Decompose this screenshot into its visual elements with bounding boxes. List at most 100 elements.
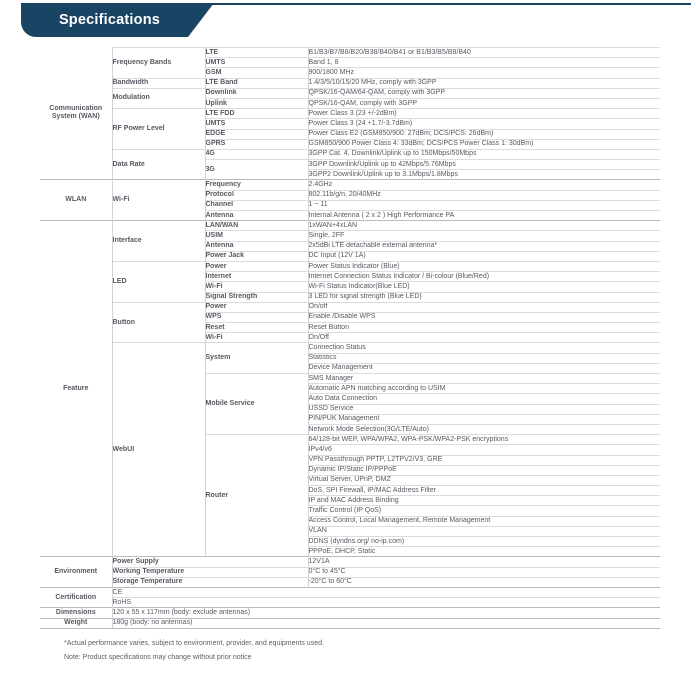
spec-value: -20°C to 60°C (307, 576, 660, 588)
block-label-modulation: Modulation (111, 87, 205, 109)
spec-key: USIM (204, 230, 308, 242)
spec-key: UMTS (204, 118, 308, 129)
spec-value: 0°C to 45°C (307, 566, 660, 578)
spec-value: 3 LED for signal strength (Blue LED) (307, 291, 660, 303)
group-label-wlan: WLAN (40, 179, 112, 221)
spec-key: 3G (204, 159, 308, 180)
spec-value: On/Off (307, 332, 660, 343)
spec-value: Power Class E2 (GSM850/900: 27dBm; DCS/P… (307, 128, 660, 140)
spec-key: Wi-Fi (204, 281, 308, 292)
spec-value: 180g (body: no antennas) (111, 617, 660, 629)
spec-key: Power Jack (204, 250, 308, 262)
spec-value: Device Management (307, 362, 660, 374)
spec-key: Signal Strength (204, 291, 308, 303)
block-label-button: Button (111, 301, 205, 343)
spec-key: GPRS (204, 138, 308, 150)
footnote-notice: Note: Product specifications may change … (64, 654, 252, 661)
spec-value: IP and MAC Address Binding (307, 495, 660, 506)
group-label-dimensions: Dimensions (40, 607, 112, 618)
spec-value: 3GPP2 Downlink/Uplink up to 3.1Mbps/1.8M… (307, 169, 660, 180)
spec-value: On/off (307, 301, 660, 313)
spec-value: Power Class 3 (23 +/-2dBm) (307, 108, 660, 119)
block-label-led: LED (111, 260, 205, 303)
block-label-data-rate: Data Rate (111, 148, 205, 180)
spec-value: B1/B3/B7/B8/B20/B38/B40/B41 or B1/B3/B5/… (307, 46, 660, 58)
spec-value: 2.4GHz (307, 179, 660, 191)
spec-key: Protocol (204, 189, 308, 201)
spec-value: Auto Data Connection (307, 393, 660, 405)
spec-key: Uplink (204, 97, 308, 109)
spec-value: Traffic Control (IP QoS) (307, 505, 660, 517)
footnote-performance: *Actual performance varies, subject to e… (64, 640, 324, 647)
spec-key: EDGE (204, 128, 308, 140)
block-label-wifi: Wi-Fi (111, 179, 205, 221)
spec-value: Access Control, Local Management, Remote… (307, 515, 660, 527)
spec-value: Band 1, 8 (307, 57, 660, 68)
spec-value: Enable /Disable WPS (307, 311, 660, 323)
spec-key: LTE (204, 46, 308, 58)
spec-value: PIN/PUK Management (307, 413, 660, 425)
spec-key: UMTS (204, 57, 308, 68)
spec-value: 2x5dBi LTE detachable external antenna* (307, 240, 660, 252)
spec-value: DC Input (12V 1A) (307, 250, 660, 262)
specifications-header-tab: Specifications (21, 3, 214, 37)
header-rule (30, 3, 691, 5)
subblock-label-router: Router (204, 434, 308, 557)
spec-value: CE (111, 586, 660, 598)
spec-value: QPSK/16-QAM, comply with 3GPP (307, 97, 660, 109)
spec-key: 4G (204, 148, 308, 160)
spec-key: Downlink (204, 87, 308, 99)
spec-value: DDNS (dyndns.org/ no-ip.com) (307, 535, 660, 547)
spec-key: WPS (204, 311, 308, 323)
page-title: Specifications (58, 12, 161, 28)
spec-value: Connection Status (307, 342, 660, 354)
group-label-feature: Feature (40, 220, 112, 557)
spec-value: DoS, SPI Firewall, IP/MAC Address Filter (307, 485, 660, 496)
block-label-interface: Interface (111, 220, 205, 262)
group-label-wan: Communication System (WAN) (49, 105, 103, 121)
specifications-table: Communication System (WAN) Frequency Ban… (40, 46, 660, 629)
spec-value: Internet Connection Status Indicator / B… (307, 271, 660, 282)
spec-value: Wi-Fi Status Indicator(Blue LED) (307, 281, 660, 292)
spec-key: LTE FDD (204, 108, 308, 119)
spec-value: 1xWAN+4xLAN (307, 220, 660, 231)
group-label-certification: Certification (40, 586, 112, 608)
spec-key: LTE Band (204, 77, 308, 89)
spec-key: Power (204, 301, 308, 313)
spec-key: LAN/WAN (204, 220, 308, 231)
spec-key: GSM (204, 67, 308, 79)
spec-value: Reset Button (307, 322, 660, 333)
group-label-environment: Environment (40, 556, 112, 588)
spec-key: Wi-Fi (204, 332, 308, 343)
spec-key: Frequency (204, 179, 308, 191)
spec-value: Internal Antenna ( 2 x 2 ) High Performa… (307, 209, 660, 221)
spec-key: Channel (204, 199, 308, 211)
spec-key: Internet (204, 271, 308, 282)
spec-key: Storage Temperature (111, 576, 308, 588)
spec-value: 3GPP Cat. 4, Downlink/Uplink up to 150Mb… (307, 148, 660, 160)
spec-value: 12V1A (307, 556, 660, 568)
spec-value: Dynamic IP/Static IP/PPPoE (307, 464, 660, 476)
spec-value: 900/1800 MHz (307, 67, 660, 79)
spec-value: Single, 2FF (307, 230, 660, 242)
spec-value: 1.4/3/5/10/15/20 MHz, comply with 3GPP (307, 77, 660, 89)
spec-value: Power Status Indicator (Blue) (307, 260, 660, 272)
spec-value: PPPoE, DHCP, Static (307, 546, 660, 557)
spec-value: Statistics (307, 352, 660, 364)
spec-key: Antenna (204, 209, 308, 221)
spec-value: 64/128-bit WEP, WPA/WPA2, WPA-PSK/WPA2-P… (307, 434, 660, 445)
spec-key: Reset (204, 322, 308, 333)
block-label-frequency-bands: Frequency Bands (111, 47, 205, 79)
spec-value: Power Class 3 (24 +1.7/-3.7dBm) (307, 118, 660, 129)
spec-value: VLAN (307, 525, 660, 537)
block-label-rf-power-level: RF Power Level (111, 108, 205, 150)
subblock-label-mobile-service: Mobile Service (204, 372, 308, 435)
group-label-weight: Weight (40, 617, 112, 629)
spec-value: USSD Service (307, 403, 660, 415)
spec-value: VPN Passthrough PPTP, L2TPV2/V3, GRE (307, 454, 660, 466)
spec-value: RoHS (111, 597, 660, 608)
spec-value: 3GPP Downlink/Uplink up to 42Mbps/5.76Mb… (307, 159, 660, 170)
spec-value: 802.11b/g/n, 20/40MHz (307, 189, 660, 201)
block-label-bandwidth: Bandwidth (111, 77, 205, 89)
